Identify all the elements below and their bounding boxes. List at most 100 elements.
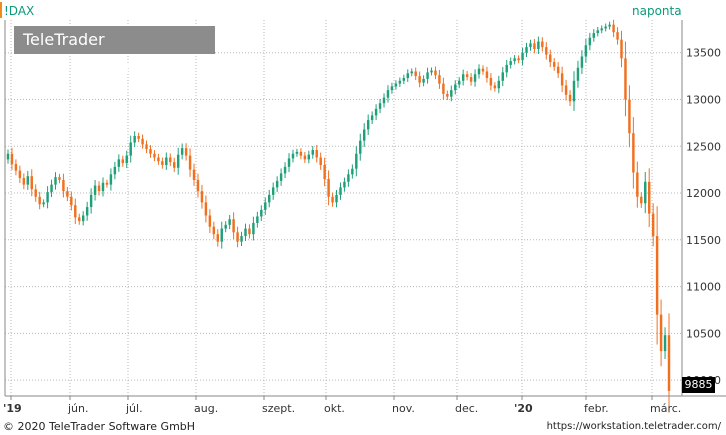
candle-153	[612, 19, 615, 38]
x-tick-label-9: febr.	[584, 402, 609, 415]
candle-162	[647, 168, 651, 228]
symbol-marker	[0, 2, 2, 18]
y-tick-label-3: 11500	[686, 234, 721, 247]
candle-64	[260, 205, 263, 222]
x-tick-label-7: dec.	[455, 402, 478, 415]
candle-42	[173, 157, 176, 173]
candle-131	[525, 42, 528, 58]
candle-14	[62, 173, 65, 198]
candle-20	[85, 201, 89, 221]
source-url[interactable]: https://workstation.teletrader.com/	[546, 421, 721, 432]
brand-bold-text: WorkStation	[23, 58, 136, 77]
candle-51	[208, 209, 212, 233]
candle-39	[161, 157, 164, 169]
candle-100	[402, 74, 406, 85]
candle-71	[287, 153, 291, 173]
candle-19	[81, 211, 85, 226]
candle-152	[608, 21, 611, 30]
candle-34	[141, 134, 144, 149]
candle-121	[485, 66, 489, 83]
candle-141	[564, 79, 568, 101]
candle-164	[655, 206, 659, 345]
candle-10	[46, 186, 49, 209]
x-tick-label-6: nov.	[392, 402, 415, 415]
candle-58	[236, 226, 239, 248]
candle-147	[588, 32, 592, 51]
candlestick-series	[6, 19, 671, 413]
candle-0	[6, 149, 10, 164]
candle-93	[374, 104, 378, 121]
candle-123	[493, 82, 497, 92]
x-tick-label-1: jún.	[67, 402, 89, 415]
candle-60	[244, 223, 247, 242]
candle-142	[568, 90, 572, 107]
candle-149	[596, 26, 599, 37]
chart-frame	[4, 20, 726, 400]
candle-62	[252, 216, 255, 241]
candle-148	[592, 29, 596, 42]
candle-75	[303, 151, 307, 164]
candle-73	[295, 148, 299, 157]
candle-32	[133, 131, 136, 148]
candle-59	[240, 231, 243, 246]
candle-6	[30, 169, 33, 197]
candle-25	[105, 179, 109, 188]
candle-105	[422, 75, 425, 87]
candle-98	[394, 80, 398, 90]
candle-112	[450, 85, 453, 102]
candle-47	[192, 163, 196, 186]
candle-85	[343, 177, 346, 192]
x-axis-tick-labels: '19 jún. júl. aug. szept. okt. nov. dec. '20 febr…	[3, 402, 681, 415]
candle-151	[604, 23, 607, 32]
candle-88	[355, 146, 358, 177]
candle-86	[347, 169, 350, 187]
y-tick-label-6: 13000	[686, 94, 721, 107]
candle-9	[42, 199, 45, 208]
candle-132	[529, 39, 532, 51]
candle-1	[10, 147, 14, 170]
candle-163	[651, 203, 655, 247]
instrument-symbol[interactable]: !DAX	[4, 4, 35, 18]
candle-150	[600, 25, 603, 34]
period-label[interactable]: naponta	[632, 4, 682, 18]
candle-63	[256, 211, 259, 228]
y-tick-label-7: 13500	[686, 47, 721, 60]
candle-3	[18, 165, 22, 184]
candle-35	[145, 140, 148, 154]
x-tick-label-2: júl.	[125, 402, 143, 415]
candle-77	[311, 146, 314, 159]
x-tick-label-3: aug.	[194, 402, 218, 415]
candle-146	[584, 38, 588, 63]
candle-49	[200, 184, 204, 209]
candle-61	[248, 224, 251, 239]
candle-154	[616, 27, 619, 45]
candle-140	[560, 66, 564, 93]
footer: © 2020 TeleTrader Software GmbH https://…	[0, 417, 726, 435]
candle-116	[465, 70, 469, 81]
candle-2	[14, 159, 18, 176]
candle-29	[121, 155, 125, 167]
candle-15	[66, 186, 69, 202]
candle-53	[216, 229, 220, 247]
candle-30	[125, 150, 128, 169]
candle-50	[204, 195, 208, 223]
candle-95	[382, 93, 386, 108]
candle-110	[442, 77, 445, 100]
candle-7	[34, 184, 37, 202]
candle-96	[386, 85, 390, 103]
candle-101	[406, 69, 409, 82]
candle-81	[327, 170, 330, 206]
y-tick-label-2: 11000	[686, 281, 721, 294]
candle-13	[58, 173, 61, 184]
candle-56	[228, 214, 231, 230]
candle-69	[279, 168, 283, 186]
candle-72	[291, 149, 295, 163]
candle-41	[169, 153, 172, 167]
candle-68	[275, 176, 279, 193]
candle-104	[418, 71, 421, 88]
candle-43	[176, 147, 180, 175]
candle-94	[378, 98, 382, 114]
y-tick-label-1: 10500	[686, 327, 721, 340]
candle-136	[545, 42, 548, 60]
